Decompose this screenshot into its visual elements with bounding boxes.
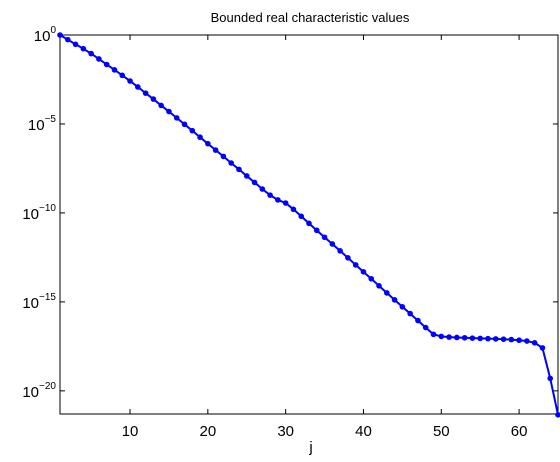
data-point — [127, 78, 133, 84]
data-point — [446, 334, 452, 340]
x-tick-label-10: 10 — [122, 423, 139, 440]
data-point — [88, 50, 94, 57]
data-point — [555, 412, 560, 418]
data-point — [267, 192, 273, 198]
data-point — [96, 56, 102, 62]
y-tick-label-3: 10−15 — [22, 292, 56, 312]
data-point — [259, 186, 266, 192]
data-point — [399, 303, 406, 310]
series-group — [57, 32, 560, 418]
data-point — [197, 134, 203, 141]
chart-title: Bounded real characteristic values — [211, 10, 410, 25]
data-point — [228, 160, 234, 166]
data-point — [282, 200, 289, 206]
data-point — [142, 90, 149, 96]
y-tick-base: 10 — [22, 295, 39, 312]
data-point — [205, 140, 211, 147]
x-tick-label-60: 60 — [511, 423, 528, 440]
data-point — [438, 333, 445, 340]
data-point — [220, 153, 227, 160]
data-point — [415, 317, 421, 324]
y-tick-base: 10 — [22, 206, 39, 223]
y-tick-base: 10 — [34, 28, 51, 45]
y-tick-base: 10 — [28, 117, 45, 134]
data-point — [290, 206, 297, 213]
y-tick-exponent: −10 — [39, 203, 56, 214]
x-tick-label-30: 30 — [277, 423, 294, 440]
data-point — [407, 310, 413, 317]
data-point — [469, 335, 476, 341]
data-point — [547, 375, 554, 382]
data-point — [72, 41, 79, 48]
data-point — [485, 335, 491, 342]
data-point — [298, 213, 305, 220]
data-point — [111, 67, 118, 73]
data-point — [524, 338, 530, 344]
data-point — [80, 45, 87, 52]
y-tick-exponent: 0 — [50, 25, 56, 36]
data-point — [236, 166, 242, 173]
data-point — [64, 36, 71, 43]
x-tick-label-50: 50 — [433, 423, 450, 440]
data-point — [275, 197, 281, 203]
y-tick-label-0: 100 — [34, 25, 57, 45]
y-tick-label-4: 10−20 — [22, 381, 56, 401]
data-point — [166, 108, 172, 115]
data-point — [321, 234, 328, 241]
x-axis-label: j — [308, 439, 312, 456]
data-point — [158, 102, 164, 109]
data-point — [461, 334, 468, 341]
data-point — [430, 331, 437, 338]
data-point — [119, 72, 126, 79]
data-point — [477, 335, 483, 342]
y-tick-label-2: 10−10 — [22, 203, 56, 223]
data-point — [500, 336, 507, 342]
data-point — [508, 336, 515, 343]
data-point — [150, 96, 157, 102]
data-point — [329, 241, 336, 247]
data-point — [173, 115, 180, 121]
data-point — [337, 248, 343, 254]
data-point — [243, 173, 250, 179]
data-point — [422, 324, 429, 331]
data-point — [189, 127, 196, 134]
data-point — [181, 121, 188, 128]
data-point — [539, 345, 546, 351]
data-point — [313, 227, 320, 234]
y-tick-exponent: −5 — [45, 114, 57, 125]
data-point — [360, 269, 367, 275]
y-tick-exponent: −20 — [39, 381, 56, 392]
data-point — [516, 337, 522, 344]
data-point — [391, 297, 398, 303]
y-tick-label-1: 10−5 — [28, 114, 57, 134]
data-point — [454, 334, 460, 341]
data-point — [531, 340, 538, 346]
data-point — [103, 61, 110, 68]
y-tick-exponent: −15 — [39, 292, 56, 303]
data-point — [384, 290, 390, 296]
data-point — [368, 275, 375, 282]
x-tick-label-20: 20 — [200, 423, 217, 440]
data-point — [57, 32, 63, 38]
x-tick-label-40: 40 — [355, 423, 372, 440]
data-point — [251, 179, 258, 186]
data-point — [352, 262, 359, 268]
data-point — [135, 84, 141, 90]
data-point — [376, 283, 382, 289]
data-point — [345, 255, 351, 261]
data-point — [212, 147, 219, 153]
data-point — [306, 220, 312, 227]
data-point — [492, 336, 499, 342]
y-tick-base: 10 — [22, 384, 39, 401]
